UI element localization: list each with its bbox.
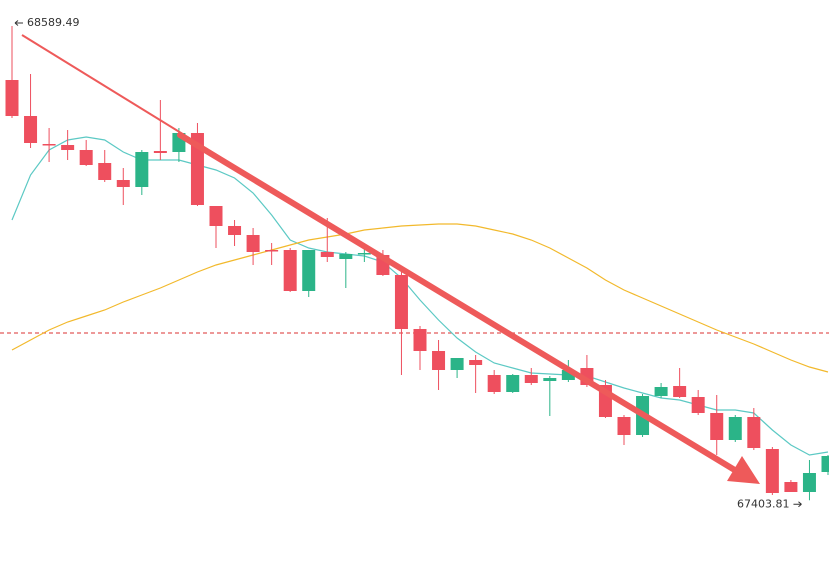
candle-body (821, 456, 829, 472)
candle-body (802, 473, 816, 492)
candle-body (728, 417, 742, 440)
candle-body (524, 375, 538, 383)
low-label: 67403.81 (737, 497, 790, 510)
candle-body (228, 226, 242, 235)
candle-body (98, 163, 112, 180)
candle-body (153, 151, 167, 153)
candle-body (394, 275, 408, 329)
candle-body (654, 387, 668, 396)
moving-average-line (11, 223, 829, 373)
candle-body (135, 152, 149, 187)
candle-body (265, 250, 279, 252)
candle-body (302, 250, 316, 291)
low-pointer (793, 501, 802, 508)
trend-arrow-head (727, 456, 760, 484)
candle-body (784, 482, 798, 492)
candle-body (5, 80, 19, 116)
candle-body (691, 397, 705, 413)
high-pointer (14, 20, 23, 26)
candle-body (24, 116, 38, 143)
candle-body (339, 254, 353, 259)
candle-body (487, 375, 501, 392)
moving-average-line (11, 136, 829, 456)
candle-body (357, 253, 371, 255)
candle-body (320, 252, 334, 257)
candle-body (543, 378, 557, 381)
candle-body (209, 206, 223, 226)
candle-body (413, 329, 427, 351)
high-label: 68589.49 (27, 16, 80, 29)
candle-body (79, 150, 93, 165)
candle-body (561, 370, 575, 380)
candle-body (673, 386, 687, 397)
trend-arrow (177, 132, 741, 475)
candle-body (765, 449, 779, 493)
candle-body (747, 417, 761, 448)
candle-body (469, 360, 483, 365)
candle-body (283, 250, 297, 291)
candle-body (432, 351, 446, 370)
candle-body (710, 413, 724, 440)
candle-body (246, 235, 260, 252)
candle-body (506, 375, 520, 392)
candle-body (450, 358, 464, 370)
candle-body (42, 144, 56, 146)
candle-body (116, 180, 130, 187)
candle-body (617, 417, 631, 435)
candle-body (61, 145, 75, 150)
